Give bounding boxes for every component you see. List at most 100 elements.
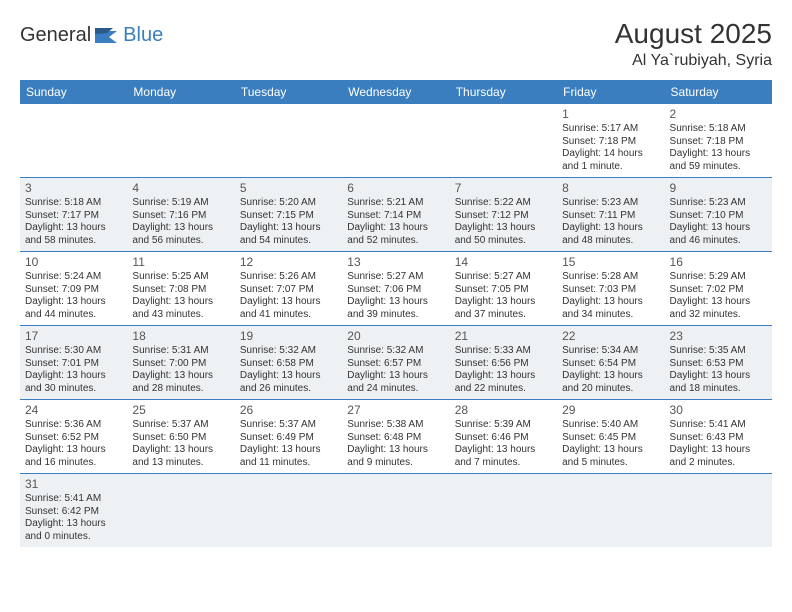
daylight-line: Daylight: 13 hours and 37 minutes. <box>455 296 552 321</box>
day-cell: 18Sunrise: 5:31 AMSunset: 7:00 PMDayligh… <box>127 326 234 400</box>
day-number: 16 <box>670 255 767 270</box>
sunset-line: Sunset: 6:43 PM <box>670 432 767 445</box>
day-number: 14 <box>455 255 552 270</box>
sunset-line: Sunset: 7:11 PM <box>562 210 659 223</box>
day-number: 31 <box>25 477 122 492</box>
day-cell: 29Sunrise: 5:40 AMSunset: 6:45 PMDayligh… <box>557 400 664 474</box>
daylight-line: Daylight: 13 hours and 50 minutes. <box>455 222 552 247</box>
sunset-line: Sunset: 7:01 PM <box>25 358 122 371</box>
sunset-line: Sunset: 7:07 PM <box>240 284 337 297</box>
day-number: 11 <box>132 255 229 270</box>
sunrise-line: Sunrise: 5:18 AM <box>25 197 122 210</box>
daylight-line: Daylight: 13 hours and 30 minutes. <box>25 370 122 395</box>
week-row: 1Sunrise: 5:17 AMSunset: 7:18 PMDaylight… <box>20 104 772 178</box>
day-cell: 16Sunrise: 5:29 AMSunset: 7:02 PMDayligh… <box>665 252 772 326</box>
flag-icon <box>95 28 119 44</box>
day-cell: 20Sunrise: 5:32 AMSunset: 6:57 PMDayligh… <box>342 326 449 400</box>
daylight-line: Daylight: 14 hours and 1 minute. <box>562 148 659 173</box>
sunrise-line: Sunrise: 5:32 AM <box>240 345 337 358</box>
sunrise-line: Sunrise: 5:32 AM <box>347 345 444 358</box>
day-cell: 6Sunrise: 5:21 AMSunset: 7:14 PMDaylight… <box>342 178 449 252</box>
sunrise-line: Sunrise: 5:26 AM <box>240 271 337 284</box>
day-number: 28 <box>455 403 552 418</box>
sunset-line: Sunset: 6:54 PM <box>562 358 659 371</box>
daylight-line: Daylight: 13 hours and 54 minutes. <box>240 222 337 247</box>
day-number: 21 <box>455 329 552 344</box>
sunset-line: Sunset: 7:17 PM <box>25 210 122 223</box>
day-number: 12 <box>240 255 337 270</box>
day-cell: 23Sunrise: 5:35 AMSunset: 6:53 PMDayligh… <box>665 326 772 400</box>
week-row: 31Sunrise: 5:41 AMSunset: 6:42 PMDayligh… <box>20 474 772 548</box>
daylight-line: Daylight: 13 hours and 9 minutes. <box>347 444 444 469</box>
day-cell: 11Sunrise: 5:25 AMSunset: 7:08 PMDayligh… <box>127 252 234 326</box>
day-number: 2 <box>670 107 767 122</box>
day-cell: 15Sunrise: 5:28 AMSunset: 7:03 PMDayligh… <box>557 252 664 326</box>
daylight-line: Daylight: 13 hours and 7 minutes. <box>455 444 552 469</box>
sunrise-line: Sunrise: 5:27 AM <box>455 271 552 284</box>
sunset-line: Sunset: 7:14 PM <box>347 210 444 223</box>
day-cell: 9Sunrise: 5:23 AMSunset: 7:10 PMDaylight… <box>665 178 772 252</box>
day-cell: 1Sunrise: 5:17 AMSunset: 7:18 PMDaylight… <box>557 104 664 178</box>
calendar-table: SundayMondayTuesdayWednesdayThursdayFrid… <box>20 80 772 547</box>
day-cell: 3Sunrise: 5:18 AMSunset: 7:17 PMDaylight… <box>20 178 127 252</box>
day-header: Wednesday <box>342 80 449 104</box>
sunset-line: Sunset: 7:10 PM <box>670 210 767 223</box>
sunset-line: Sunset: 7:18 PM <box>670 136 767 149</box>
sunset-line: Sunset: 7:18 PM <box>562 136 659 149</box>
day-number: 4 <box>132 181 229 196</box>
sunset-line: Sunset: 6:57 PM <box>347 358 444 371</box>
sunrise-line: Sunrise: 5:41 AM <box>670 419 767 432</box>
day-number: 26 <box>240 403 337 418</box>
sunrise-line: Sunrise: 5:36 AM <box>25 419 122 432</box>
location: Al Ya`rubiyah, Syria <box>615 52 772 70</box>
daylight-line: Daylight: 13 hours and 22 minutes. <box>455 370 552 395</box>
day-number: 19 <box>240 329 337 344</box>
daylight-line: Daylight: 13 hours and 5 minutes. <box>562 444 659 469</box>
sunrise-line: Sunrise: 5:21 AM <box>347 197 444 210</box>
empty-cell <box>342 474 449 548</box>
day-cell: 27Sunrise: 5:38 AMSunset: 6:48 PMDayligh… <box>342 400 449 474</box>
day-cell: 30Sunrise: 5:41 AMSunset: 6:43 PMDayligh… <box>665 400 772 474</box>
day-cell: 4Sunrise: 5:19 AMSunset: 7:16 PMDaylight… <box>127 178 234 252</box>
day-number: 10 <box>25 255 122 270</box>
day-number: 3 <box>25 181 122 196</box>
empty-cell <box>127 104 234 178</box>
empty-cell <box>127 474 234 548</box>
empty-cell <box>665 474 772 548</box>
empty-cell <box>20 104 127 178</box>
daylight-line: Daylight: 13 hours and 2 minutes. <box>670 444 767 469</box>
day-cell: 26Sunrise: 5:37 AMSunset: 6:49 PMDayligh… <box>235 400 342 474</box>
daylight-line: Daylight: 13 hours and 52 minutes. <box>347 222 444 247</box>
daylight-line: Daylight: 13 hours and 24 minutes. <box>347 370 444 395</box>
sunset-line: Sunset: 7:06 PM <box>347 284 444 297</box>
sunrise-line: Sunrise: 5:38 AM <box>347 419 444 432</box>
day-cell: 28Sunrise: 5:39 AMSunset: 6:46 PMDayligh… <box>450 400 557 474</box>
sunset-line: Sunset: 7:12 PM <box>455 210 552 223</box>
sunrise-line: Sunrise: 5:19 AM <box>132 197 229 210</box>
day-number: 7 <box>455 181 552 196</box>
day-header: Friday <box>557 80 664 104</box>
day-number: 30 <box>670 403 767 418</box>
logo-text-blue: Blue <box>123 24 163 47</box>
sunset-line: Sunset: 6:46 PM <box>455 432 552 445</box>
day-number: 25 <box>132 403 229 418</box>
day-cell: 24Sunrise: 5:36 AMSunset: 6:52 PMDayligh… <box>20 400 127 474</box>
sunrise-line: Sunrise: 5:23 AM <box>670 197 767 210</box>
day-number: 29 <box>562 403 659 418</box>
sunrise-line: Sunrise: 5:23 AM <box>562 197 659 210</box>
day-cell: 17Sunrise: 5:30 AMSunset: 7:01 PMDayligh… <box>20 326 127 400</box>
sunset-line: Sunset: 6:53 PM <box>670 358 767 371</box>
header: General Blue August 2025 Al Ya`rubiyah, … <box>20 18 772 70</box>
daylight-line: Daylight: 13 hours and 34 minutes. <box>562 296 659 321</box>
sunrise-line: Sunrise: 5:37 AM <box>132 419 229 432</box>
sunrise-line: Sunrise: 5:18 AM <box>670 123 767 136</box>
day-header-row: SundayMondayTuesdayWednesdayThursdayFrid… <box>20 80 772 104</box>
day-header: Sunday <box>20 80 127 104</box>
sunrise-line: Sunrise: 5:37 AM <box>240 419 337 432</box>
daylight-line: Daylight: 13 hours and 56 minutes. <box>132 222 229 247</box>
sunset-line: Sunset: 6:56 PM <box>455 358 552 371</box>
day-number: 24 <box>25 403 122 418</box>
daylight-line: Daylight: 13 hours and 32 minutes. <box>670 296 767 321</box>
sunset-line: Sunset: 7:00 PM <box>132 358 229 371</box>
day-number: 13 <box>347 255 444 270</box>
